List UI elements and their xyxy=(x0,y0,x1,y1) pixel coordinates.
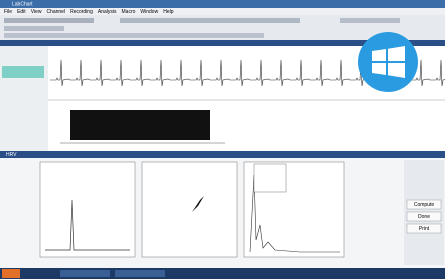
menu-bar xyxy=(0,8,445,15)
rr-trace xyxy=(70,110,210,140)
menu-item[interactable]: Recording xyxy=(70,9,93,15)
menu-item[interactable]: Help xyxy=(163,9,174,15)
lower-window-bar xyxy=(0,151,445,158)
spectrum-table xyxy=(254,164,286,192)
lower-window-title: HRV xyxy=(6,152,17,158)
histogram-plot xyxy=(40,162,135,257)
button-label[interactable]: Done xyxy=(418,214,430,220)
menu-item[interactable]: Window xyxy=(140,9,158,15)
button-label[interactable]: Print xyxy=(419,226,430,232)
right-buttons: Compute Done Print xyxy=(407,200,441,233)
title-bar xyxy=(0,0,445,8)
channel-panel xyxy=(0,46,48,151)
menu-item[interactable]: Macro xyxy=(122,9,136,15)
windows-logo-circle xyxy=(358,32,418,92)
screen: LabChart File Edit View Channel Recording Ana… xyxy=(0,0,445,279)
menu-item[interactable]: View xyxy=(31,9,42,15)
menu-item[interactable]: Edit xyxy=(17,9,26,15)
taskbar-item[interactable] xyxy=(115,270,165,277)
start-button[interactable] xyxy=(2,269,20,278)
channel-label xyxy=(2,66,44,78)
window-title: LabChart xyxy=(12,1,33,7)
menu-item[interactable]: Channel xyxy=(46,9,65,15)
taskbar-item[interactable] xyxy=(60,270,110,277)
poincare-plot xyxy=(142,162,237,257)
menu-item[interactable]: File xyxy=(4,9,12,15)
button-label[interactable]: Compute xyxy=(414,202,435,208)
menu-item[interactable]: Analysis xyxy=(98,9,117,15)
